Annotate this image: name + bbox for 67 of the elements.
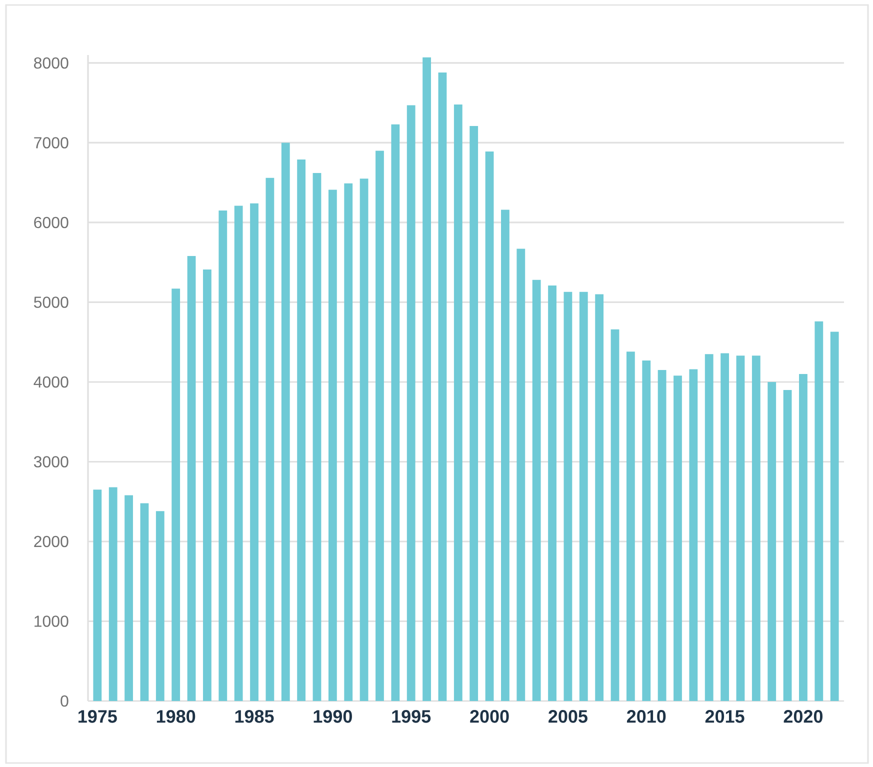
bar <box>610 329 620 701</box>
bar <box>454 104 462 701</box>
bar <box>720 353 729 701</box>
y-tick-label: 6000 <box>34 216 68 228</box>
bar <box>689 369 698 701</box>
bar <box>752 356 760 701</box>
bar <box>501 210 510 701</box>
y-tick-label: 4000 <box>34 376 68 388</box>
y-tick-label: 1000 <box>34 616 68 627</box>
bar <box>297 159 306 701</box>
x-tick-label: 2020 <box>784 710 823 723</box>
x-tick-label: 1985 <box>235 710 274 723</box>
y-tick-label: 8000 <box>34 57 68 69</box>
bar <box>438 72 447 701</box>
bar <box>93 490 102 701</box>
x-tick-label: 1990 <box>314 710 352 723</box>
bar <box>266 178 274 701</box>
bar <box>814 321 824 701</box>
x-tick-label: 2005 <box>548 710 588 723</box>
bar <box>830 332 839 701</box>
bar <box>783 390 792 701</box>
bar <box>532 280 541 701</box>
y-tick-label: 7000 <box>34 137 68 148</box>
bar <box>406 105 416 701</box>
bar <box>548 285 556 701</box>
bar <box>360 178 368 701</box>
bar <box>281 142 290 701</box>
bar <box>564 292 572 701</box>
bar <box>344 183 353 701</box>
y-tick-label: 3000 <box>34 456 68 468</box>
bar <box>736 356 745 701</box>
bar <box>187 256 196 701</box>
bar <box>391 124 400 701</box>
bar <box>218 210 228 701</box>
bar <box>328 190 337 701</box>
bar <box>108 487 118 701</box>
bar <box>172 288 180 701</box>
bar <box>203 270 212 701</box>
x-tick-label: 2010 <box>626 710 666 723</box>
y-tick-label: 5000 <box>34 296 68 308</box>
bar <box>250 203 258 701</box>
bar <box>312 173 322 701</box>
bar <box>704 354 714 701</box>
y-tick-label: 0 <box>60 695 68 707</box>
bar <box>626 352 635 701</box>
x-tick-label: 1995 <box>392 710 431 723</box>
bar <box>470 126 478 701</box>
bar <box>642 360 651 701</box>
bar <box>516 248 526 701</box>
bar <box>140 503 149 701</box>
bar <box>674 376 682 701</box>
bar <box>234 206 243 701</box>
bar <box>768 382 776 701</box>
bar <box>156 511 164 701</box>
x-tick-label: 2000 <box>470 710 509 723</box>
x-tick-label: 1980 <box>156 710 196 723</box>
bar <box>658 370 666 701</box>
bar <box>124 495 133 701</box>
bar <box>422 57 431 701</box>
x-tick-label: 1975 <box>78 710 117 723</box>
y-tick-label: 2000 <box>34 536 68 548</box>
bar <box>799 374 808 701</box>
bar <box>376 150 384 701</box>
bar <box>485 152 494 701</box>
x-tick-label: 2015 <box>705 710 744 723</box>
bar <box>579 292 588 701</box>
bar <box>595 294 604 701</box>
